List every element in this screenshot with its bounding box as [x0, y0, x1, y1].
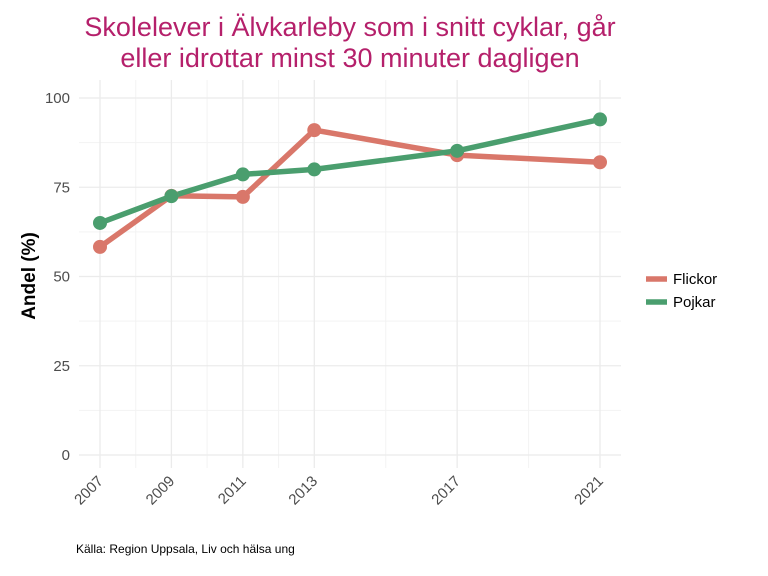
data-point-flickor	[307, 123, 322, 138]
series-points	[93, 112, 607, 254]
chart-title-line-1: Skolelever i Älvkarleby som i snitt cykl…	[84, 12, 616, 42]
legend-label-flickor: Flickor	[673, 271, 717, 288]
data-point-pojkar	[593, 112, 607, 127]
source-caption: Källa: Region Uppsala, Liv och hälsa ung	[76, 542, 295, 556]
x-tick-labels: 2007 2009 2011 2013 2017 2021	[71, 473, 607, 509]
series-lines	[98, 116, 601, 250]
chart-title: Skolelever i Älvkarleby som i snitt cykl…	[0, 12, 700, 74]
y-tick-label: 0	[62, 447, 70, 464]
data-point-pojkar	[235, 167, 250, 182]
x-tick-label: 2011	[215, 473, 250, 508]
data-point-pojkar	[450, 143, 465, 158]
legend-label-pojkar: Pojkar	[673, 294, 716, 311]
x-tick-label: 2017	[428, 473, 464, 509]
data-point-pojkar	[164, 189, 179, 204]
data-point-pojkar	[307, 162, 322, 177]
x-tick-label: 2007	[71, 473, 107, 509]
data-point-pojkar	[93, 215, 107, 230]
grid-major	[79, 80, 621, 468]
y-tick-label: 100	[45, 90, 70, 107]
grid-minor	[79, 80, 621, 468]
chart-title-line-2: eller idrottar minst 30 minuter dagligen	[120, 43, 580, 73]
series-line-flickor	[98, 127, 601, 250]
data-point-flickor	[93, 239, 107, 254]
series-line-pojkar	[99, 116, 601, 226]
data-point-flickor	[235, 189, 250, 204]
y-tick-label: 75	[53, 179, 70, 196]
y-tick-label: 50	[53, 269, 70, 286]
legend: Flickor Pojkar	[646, 271, 717, 311]
x-tick-label: 2013	[285, 473, 321, 509]
y-tick-label: 25	[53, 358, 70, 375]
y-tick-labels: 0 25 50 75 100	[45, 90, 70, 464]
data-point-flickor	[593, 155, 607, 170]
x-tick-label: 2009	[143, 473, 179, 509]
x-tick-label: 2021	[571, 473, 607, 509]
